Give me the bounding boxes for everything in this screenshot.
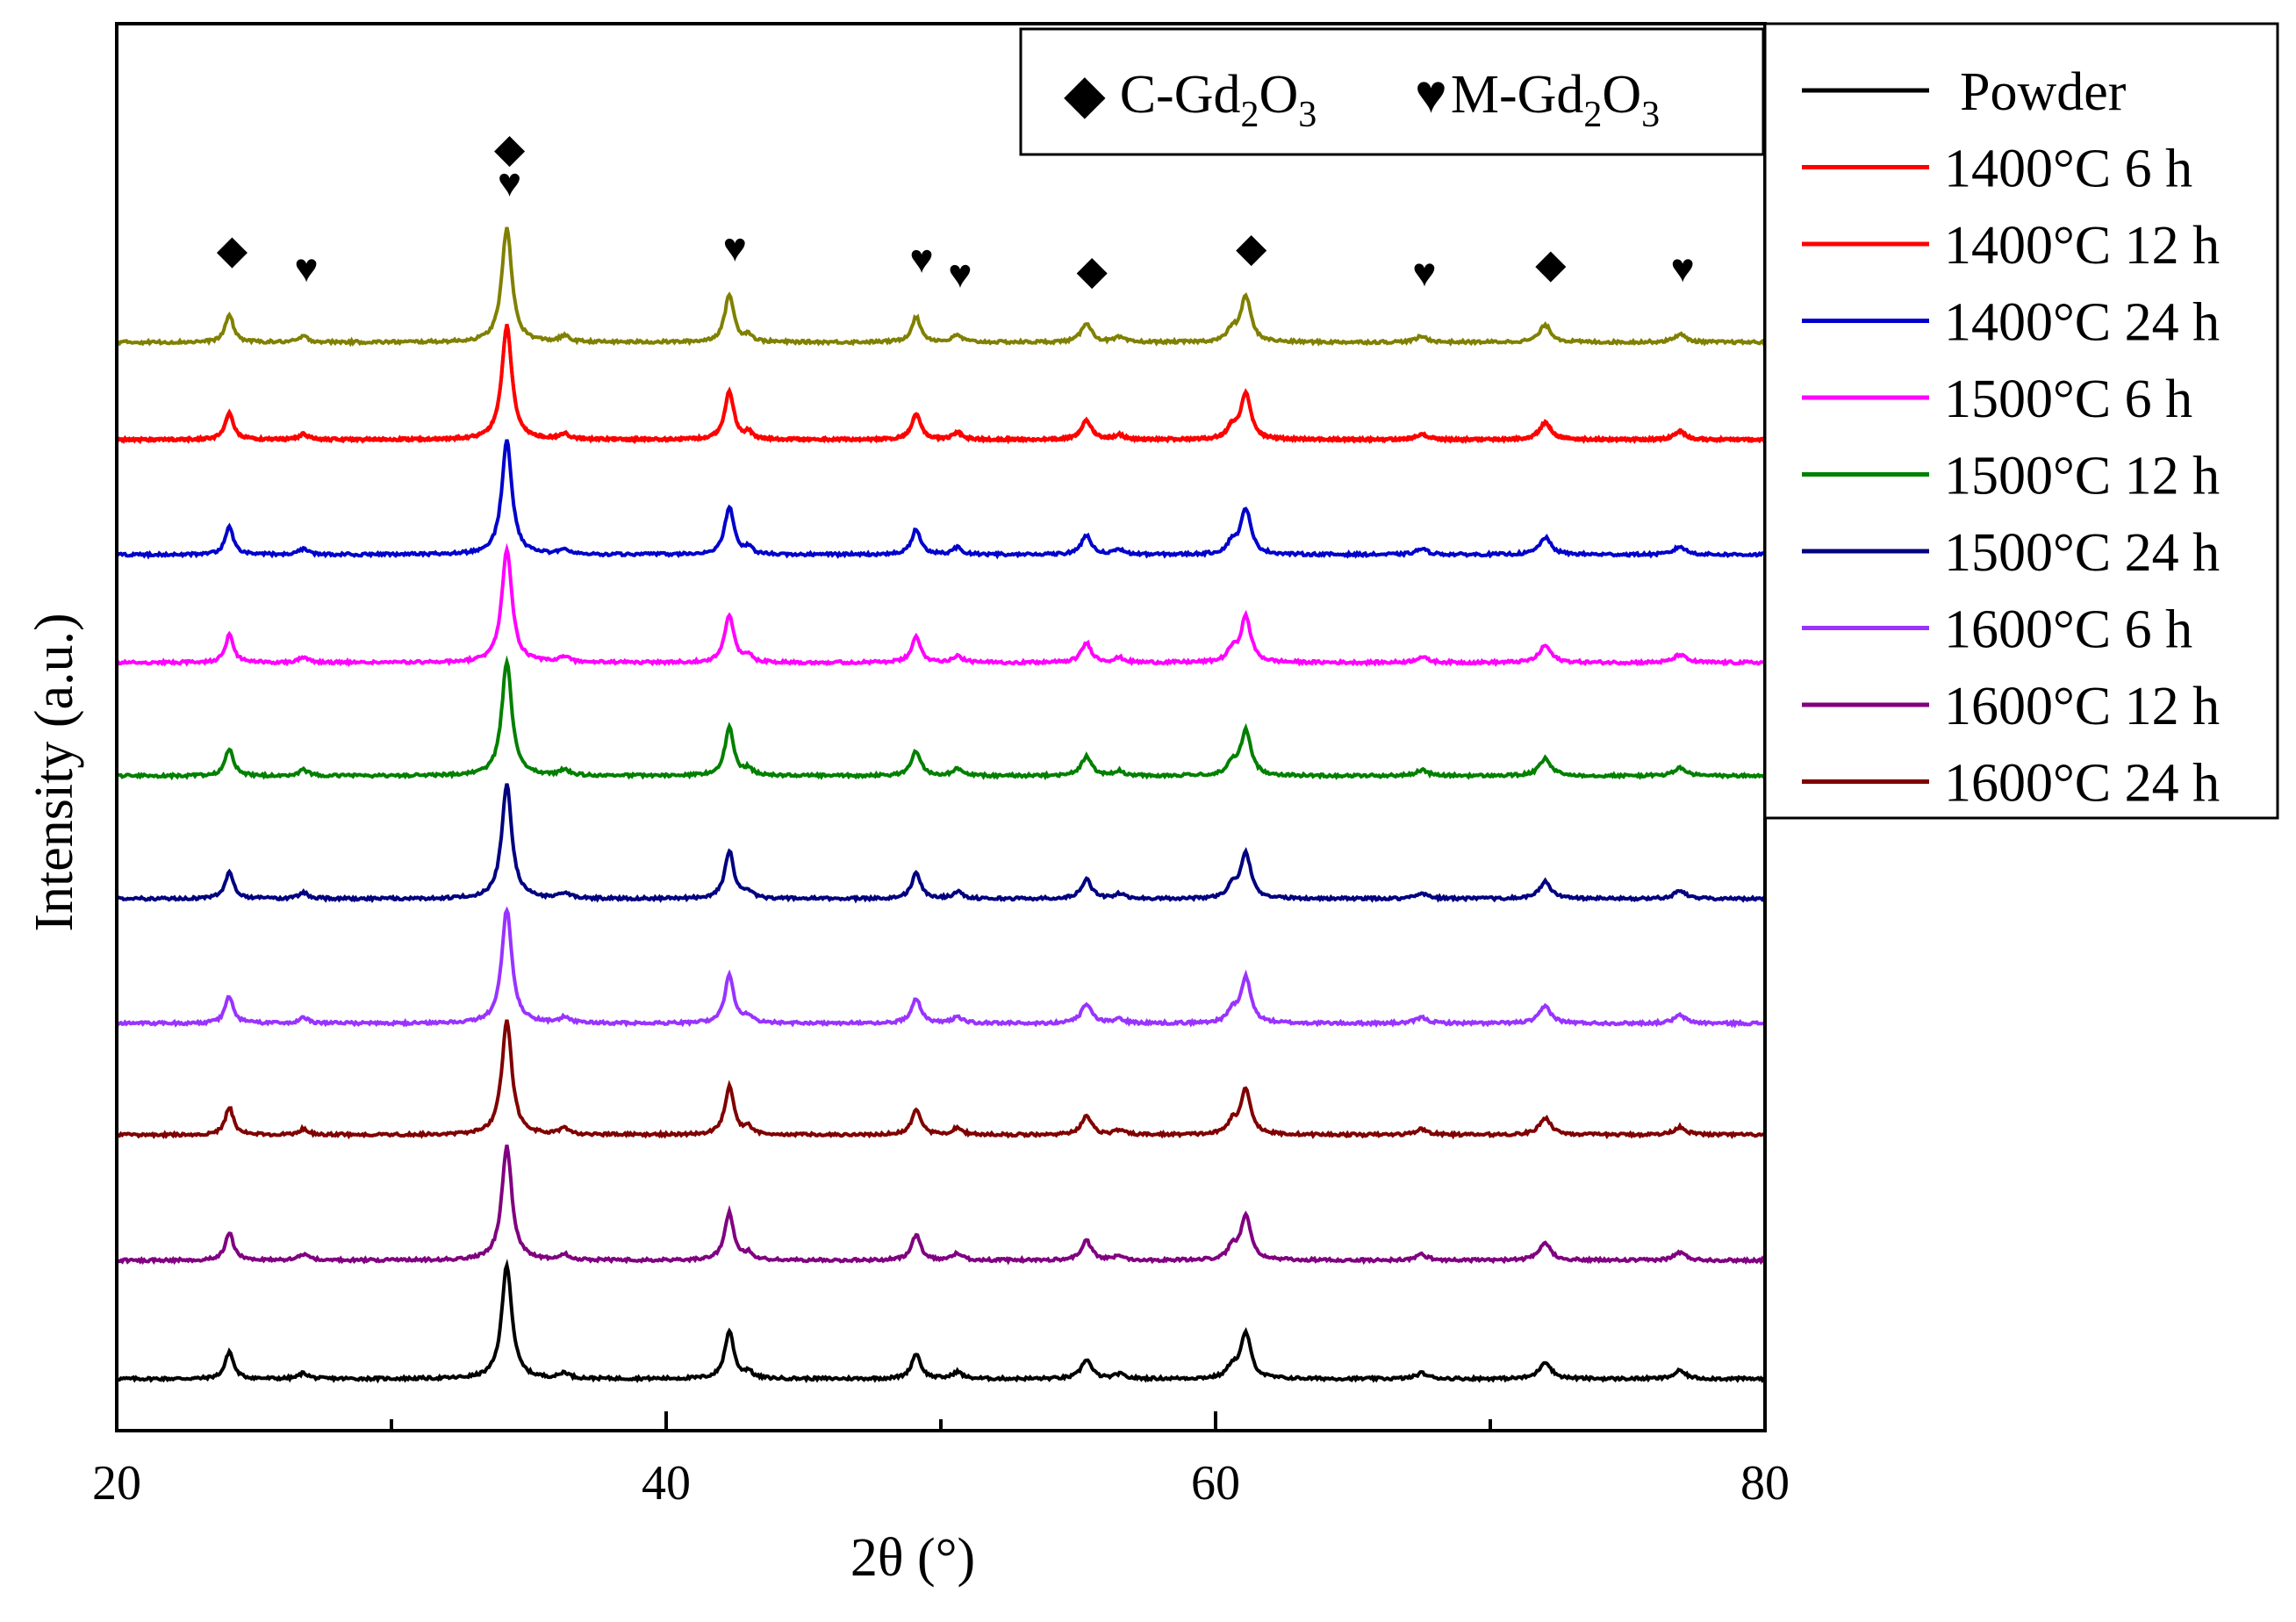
x-axis: 20 40 60 80 <box>92 1411 1790 1511</box>
phase-legend: ◆ C-Gd2O3 ♥M-Gd2O3 <box>1019 27 1765 156</box>
diamond-icon: ◆ <box>1064 65 1106 125</box>
legend-label: 1600°C 6 h <box>1944 600 2192 660</box>
heart-icon: ♥ <box>1415 65 1447 125</box>
traces-group <box>115 226 1767 1384</box>
legend-label: 1500°C 12 h <box>1944 447 2220 506</box>
legend-label: 1400°C 12 h <box>1944 216 2220 276</box>
y-axis-title: Intensity (a.u.) <box>25 613 84 931</box>
diamond-icon: ◆ <box>1535 241 1567 286</box>
phase-legend-box <box>1019 27 1765 156</box>
trace-powder <box>116 1258 1767 1384</box>
legend-label: 1600°C 24 h <box>1944 754 2220 814</box>
heart-icon: ♥ <box>1670 246 1694 291</box>
x-tick-label: 40 <box>642 1456 691 1511</box>
legend-label: 1600°C 12 h <box>1944 677 2220 736</box>
legend-label: 1400°C 24 h <box>1944 293 2220 353</box>
x-tick-label: 60 <box>1191 1456 1240 1511</box>
heart-icon: ♥ <box>294 246 318 291</box>
x-axis-title: 2θ (°) <box>850 1528 975 1588</box>
legend-label: 1500°C 6 h <box>1944 370 2192 429</box>
legend-label: 1400°C 6 h <box>1944 140 2192 199</box>
trace-1600-c-24-h <box>116 1019 1766 1140</box>
series-legend: Powder 1400°C 6 h 1400°C 12 h 1400°C 24 h 15… <box>1763 22 2279 820</box>
heart-icon: ♥ <box>498 161 521 205</box>
trace-1500-c-6-h <box>116 542 1766 668</box>
phase-legend-c: ◆ C-Gd2O3 <box>1064 65 1317 135</box>
heart-icon: ♥ <box>948 252 972 297</box>
trace-1500-c-24-h <box>116 783 1767 904</box>
legend-label: Powder <box>1960 62 2127 122</box>
phase-legend-m: ♥M-Gd2O3 <box>1415 65 1660 135</box>
trace-1400-c-12-h <box>115 323 1766 445</box>
legend-label: 1500°C 24 h <box>1944 523 2220 583</box>
peak-markers-group: ◆ ♥♥◆♥ ♥ ♥ ◆◆♥ ◆ ♥ <box>217 126 1695 297</box>
diamond-icon: ◆ <box>494 126 526 171</box>
diamond-icon: ◆ <box>217 227 248 272</box>
x-tick-label: 80 <box>1740 1456 1790 1511</box>
trace-top-reference <box>115 226 1767 348</box>
heart-icon: ♥ <box>909 237 933 282</box>
trace-1600-c-12-h <box>115 1145 1766 1266</box>
heart-icon: ♥ <box>1412 250 1436 295</box>
trace-1500-c-12-h <box>116 655 1766 781</box>
heart-icon: ♥ <box>723 226 747 270</box>
trace-1600-c-6-h <box>115 906 1766 1029</box>
series-legend-box <box>1763 22 2279 820</box>
trace-1400-c-24-h <box>115 439 1766 560</box>
x-tick-label: 20 <box>92 1456 141 1511</box>
plot-frame <box>115 22 1767 1432</box>
diamond-icon: ◆ <box>1236 226 1267 270</box>
diamond-icon: ◆ <box>1076 248 1108 293</box>
